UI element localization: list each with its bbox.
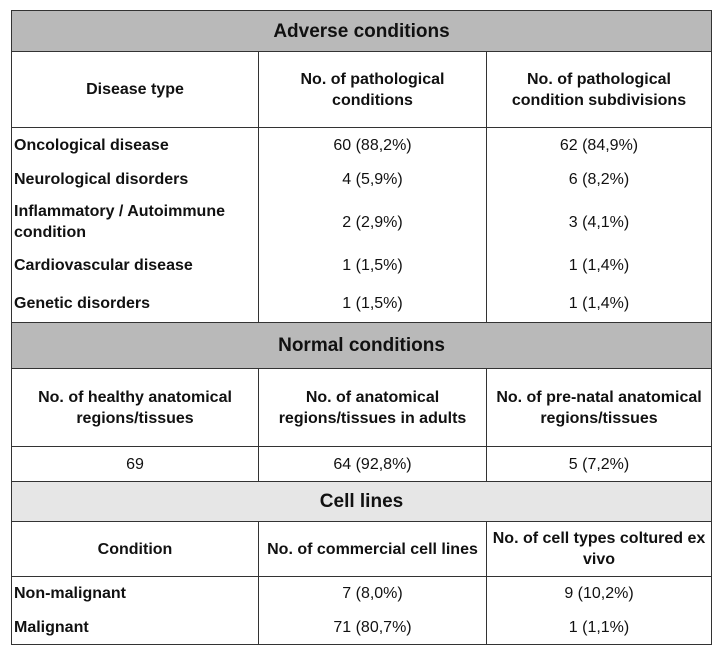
section-header-adverse: Adverse conditions bbox=[12, 11, 711, 51]
section-title-adverse: Adverse conditions bbox=[12, 11, 711, 51]
cell-subdivisions: 1 (1,4%) bbox=[486, 284, 711, 322]
col-header-condition-subdivisions: No. of pathological condition subdivisio… bbox=[486, 52, 711, 127]
row-label: Neurological disorders bbox=[14, 171, 189, 188]
header-row-normal: No. of healthy anatomical regions/tissue… bbox=[12, 368, 711, 446]
cell-healthy-regions: 69 bbox=[126, 455, 144, 473]
cell-ex-vivo: 1 (1,1%) bbox=[486, 610, 711, 644]
cell-prenatal-regions: 5 (7,2%) bbox=[486, 447, 711, 481]
table-row: 69 64 (92,8%) 5 (7,2%) bbox=[12, 446, 711, 481]
table-row: Inflammatory / Autoimmune condition 2 (2… bbox=[12, 197, 711, 247]
col-header-adult-regions: No. of anatomical regions/tissues in adu… bbox=[258, 369, 486, 446]
row-label: Cardiovascular disease bbox=[14, 257, 193, 274]
cell-commercial: 7 (8,0%) bbox=[258, 577, 486, 610]
row-label: Genetic disorders bbox=[14, 294, 151, 312]
cell-conditions: 1 (1,5%) bbox=[258, 284, 486, 322]
col-header-ex-vivo-cell-types: No. of cell types coltured ex vivo bbox=[486, 522, 711, 576]
cell-conditions: 2 (2,9%) bbox=[258, 197, 486, 247]
col-header-prenatal-regions: No. of pre-natal anatomical regions/tiss… bbox=[486, 369, 711, 446]
cell-subdivisions: 1 (1,4%) bbox=[486, 247, 711, 284]
header-row-adverse: Disease type No. of pathological conditi… bbox=[12, 51, 711, 127]
cell-adult-regions: 64 (92,8%) bbox=[258, 447, 486, 481]
row-label: Oncological disease bbox=[14, 136, 169, 154]
col-header-pathological-conditions: No. of pathological conditions bbox=[258, 52, 486, 127]
header-row-cell-lines: Condition No. of commercial cell lines N… bbox=[12, 521, 711, 576]
row-label: Inflammatory / Autoimmune condition bbox=[14, 203, 225, 241]
cell-subdivisions: 3 (4,1%) bbox=[486, 197, 711, 247]
row-label: Malignant bbox=[14, 618, 89, 636]
cell-ex-vivo: 9 (10,2%) bbox=[486, 577, 711, 610]
section-title-cell-lines: Cell lines bbox=[12, 482, 711, 521]
cell-subdivisions: 62 (84,9%) bbox=[486, 128, 711, 162]
col-header-commercial-cell-lines: No. of commercial cell lines bbox=[258, 522, 486, 576]
section-header-cell-lines: Cell lines bbox=[12, 481, 711, 521]
cell-commercial: 71 (80,7%) bbox=[258, 610, 486, 644]
col-header-condition: Condition bbox=[97, 540, 173, 558]
section-header-normal: Normal conditions bbox=[12, 322, 711, 368]
cell-conditions: 4 (5,9%) bbox=[258, 162, 486, 197]
table-row: Cardiovascular disease 1 (1,5%) 1 (1,4%) bbox=[12, 247, 711, 284]
summary-table: Adverse conditions Disease type No. of p… bbox=[11, 10, 712, 645]
section-title-normal: Normal conditions bbox=[12, 323, 711, 368]
table-row: Genetic disorders 1 (1,5%) 1 (1,4%) bbox=[12, 284, 711, 322]
row-label: Non-malignant bbox=[14, 585, 126, 602]
table-row: Non-malignant 7 (8,0%) 9 (10,2%) bbox=[12, 576, 711, 610]
table-row: Neurological disorders 4 (5,9%) 6 (8,2%) bbox=[12, 162, 711, 197]
cell-subdivisions: 6 (8,2%) bbox=[486, 162, 711, 197]
cell-conditions: 60 (88,2%) bbox=[258, 128, 486, 162]
table-row: Malignant 71 (80,7%) 1 (1,1%) bbox=[12, 610, 711, 644]
col-header-disease-type: Disease type bbox=[86, 81, 184, 98]
table-row: Oncological disease 60 (88,2%) 62 (84,9%… bbox=[12, 127, 711, 162]
col-header-healthy-regions: No. of healthy anatomical regions/tissue… bbox=[38, 388, 232, 427]
cell-conditions: 1 (1,5%) bbox=[258, 247, 486, 284]
